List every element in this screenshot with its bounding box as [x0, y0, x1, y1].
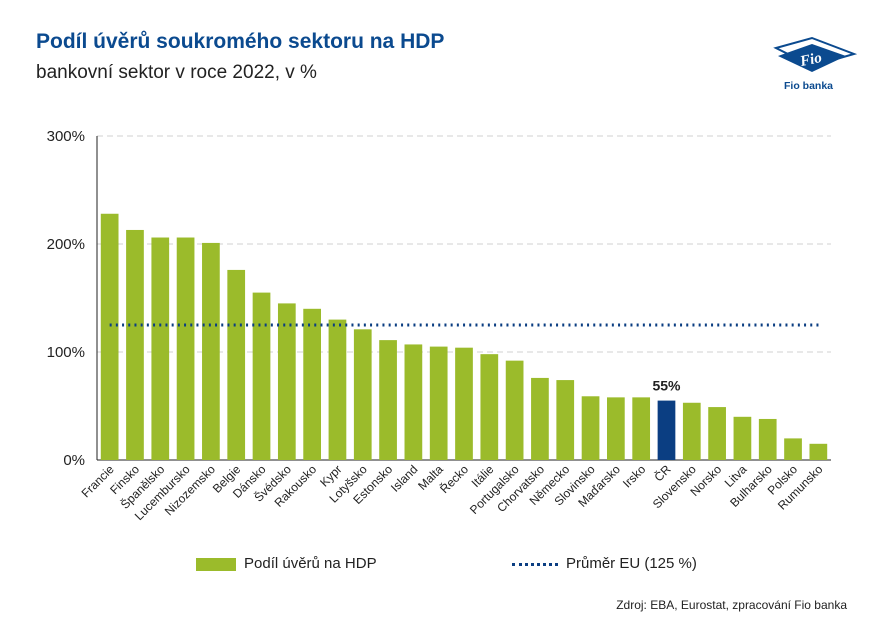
- bar: [328, 319, 347, 460]
- bar: [379, 340, 397, 460]
- x-tick-label: Řecko: [436, 461, 471, 496]
- bar-highlight: [657, 400, 676, 460]
- source-note: Zdroj: EBA, Eurostat, zpracování Fio ban…: [616, 598, 847, 612]
- bar: [176, 237, 195, 460]
- bar: [758, 418, 777, 460]
- bar: [126, 229, 144, 460]
- y-tick-label: 100%: [47, 344, 85, 361]
- bar: [277, 303, 296, 460]
- fio-flag-logo-icon: Fio: [773, 36, 858, 72]
- x-tick-label: Island: [388, 462, 421, 495]
- y-tick-label: 200%: [47, 236, 85, 253]
- bar: [708, 407, 726, 460]
- bar: [429, 346, 448, 460]
- legend-bar-label: Podíl úvěrů na HDP: [244, 555, 377, 572]
- chart-title: Podíl úvěrů soukromého sektoru na HDP: [36, 30, 445, 53]
- bar: [404, 344, 423, 460]
- bar: [202, 242, 220, 460]
- bar: [809, 443, 828, 460]
- bar: [100, 213, 119, 460]
- bar: [353, 329, 372, 460]
- bar: [531, 377, 549, 460]
- bar: [252, 292, 271, 460]
- bar: [607, 397, 625, 460]
- bar: [480, 354, 499, 460]
- legend-bar-swatch: [196, 558, 236, 571]
- y-tick-label: 300%: [47, 128, 85, 145]
- bar: [151, 237, 170, 460]
- bar: [505, 360, 524, 460]
- bar: [682, 402, 701, 460]
- bar: [556, 380, 575, 460]
- bar: [581, 396, 600, 460]
- bar: [227, 269, 246, 460]
- bar: [784, 438, 802, 460]
- bar: [733, 416, 752, 460]
- legend-average-label: Průměr EU (125 %): [566, 555, 697, 572]
- bar: [303, 308, 321, 460]
- bar: [455, 347, 473, 460]
- data-label: 55%: [652, 378, 681, 394]
- svg-text:Fio: Fio: [798, 50, 824, 70]
- x-tick-label: Irsko: [620, 462, 649, 491]
- y-tick-label: 0%: [63, 452, 85, 469]
- chart-subtitle: bankovní sektor v roce 2022, v %: [36, 62, 317, 83]
- logo-text: Fio banka: [784, 80, 834, 92]
- bar: [632, 397, 651, 460]
- legend-average-swatch: [512, 563, 558, 566]
